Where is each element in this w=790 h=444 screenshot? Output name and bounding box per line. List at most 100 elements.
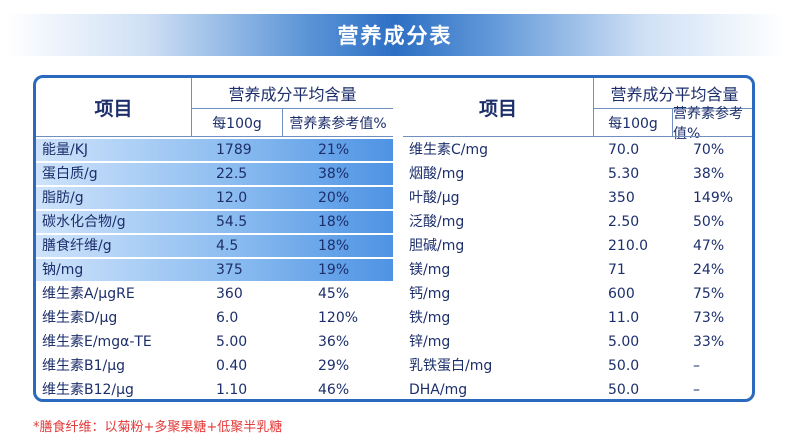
table-row: 蛋白质/g 22.5 38% [36,162,393,186]
row-name-cell: 维生素B1/μg [42,358,126,374]
row-nrv-cell: – [693,358,700,374]
row-name-cell: 钠/mg [42,262,84,278]
table-header-left: 项目 营养成分平均含量 每100g 营养素参考值% [36,78,393,137]
header-nrv-label: 营养素参考值% [673,105,743,142]
row-nrv-cell: 20% [318,190,350,206]
row-nrv-cell: 38% [318,166,350,182]
row-nrv-cell: 70% [693,142,725,158]
row-name-cell: 乳铁蛋白/mg [409,358,493,374]
row-per100-cell: 600 [608,286,635,302]
row-nrv-cell: 120% [318,310,359,326]
nutrition-table: 项目 营养成分平均含量 每100g 营养素参考值% 能量/KJ 1789 21% 蛋白… [33,75,755,402]
row-name-cell: 叶酸/μg [409,190,460,206]
table-row: 膳食纤维/g 4.5 18% [36,234,393,258]
row-per100-cell: 0.40 [216,358,248,374]
row-per100-cell: 2.50 [608,214,640,230]
table-row: 泛酸/mg 2.50 50% [403,210,752,234]
table-row: 叶酸/μg 350 149% [403,186,752,210]
row-name-cell: 脂肪/g [42,190,84,206]
row-nrv-cell: 19% [318,262,350,278]
row-per100-cell: 50.0 [608,382,640,398]
header-per100-label: 每100g [608,115,658,132]
table-row: 铁/mg 11.0 73% [403,306,752,330]
row-highlight-band [36,139,393,161]
row-nrv-cell: 75% [693,286,725,302]
row-per100-cell: 6.0 [216,310,239,326]
table-row: 烟酸/mg 5.30 38% [403,162,752,186]
row-name-cell: 蛋白质/g [42,166,98,182]
row-name-cell: 维生素E/mgα-TE [42,334,152,350]
header-divider [593,78,594,136]
table-left-half: 项目 营养成分平均含量 每100g 营养素参考值% 能量/KJ 1789 21% 蛋白… [36,78,393,398]
row-per100-cell: 12.0 [216,190,248,206]
row-nrv-cell: 18% [318,214,350,230]
row-per100-cell: 5.00 [608,334,640,350]
table-row: 乳铁蛋白/mg 50.0 – [403,354,752,378]
table-row: 钠/mg 375 19% [36,258,393,282]
row-per100-cell: 350 [608,190,635,206]
table-row: 胆碱/mg 210.0 47% [403,234,752,258]
header-item-label: 项目 [94,97,133,120]
row-name-cell: 铁/mg [409,310,451,326]
row-nrv-cell: 38% [693,166,725,182]
row-name-cell: 胆碱/mg [409,238,465,254]
row-per100-cell: 1789 [216,142,252,158]
header-rule [36,136,393,137]
header-per100-label: 每100g [212,115,262,132]
row-nrv-cell: 18% [318,238,350,254]
row-per100-cell: 22.5 [216,166,248,182]
page-title: 营养成分表 [337,24,453,48]
table-row: 维生素B12/μg 1.10 46% [36,378,393,399]
table-row: 锌/mg 5.00 33% [403,330,752,354]
header-item-label: 项目 [478,97,517,120]
row-nrv-cell: 29% [318,358,350,374]
row-name-cell: 镁/mg [409,262,451,278]
table-body-left: 能量/KJ 1789 21% 蛋白质/g 22.5 38% 脂肪/g 12.0 20% 碳水化合物… [36,138,393,399]
row-per100-cell: 71 [608,262,626,278]
row-per100-cell: 50.0 [608,358,640,374]
title-banner: 营养成分表 [6,14,784,56]
header-rule [403,136,752,137]
table-row: 维生素A/μgRE 360 45% [36,282,393,306]
header-divider [672,109,673,136]
row-highlight-band [36,259,393,281]
row-name-cell: 维生素D/μg [42,310,118,326]
header-divider [191,78,192,136]
table-row: 维生素B1/μg 0.40 29% [36,354,393,378]
table-row: 脂肪/g 12.0 20% [36,186,393,210]
row-nrv-cell: 47% [693,238,725,254]
fiber-footnote: *膳食纤维：以菊粉+多聚果糖+低聚半乳糖 [33,420,283,435]
table-row: 维生素C/mg 70.0 70% [403,138,752,162]
row-nrv-cell: 45% [318,286,350,302]
row-name-cell: 维生素A/μgRE [42,286,135,302]
table-body-right: 维生素C/mg 70.0 70% 烟酸/mg 5.30 38% 叶酸/μg 350 149% 泛酸… [403,138,752,399]
table-row: DHA/mg 50.0 – [403,378,752,399]
row-name-cell: 烟酸/mg [409,166,465,182]
row-name-cell: 维生素C/mg [409,142,489,158]
row-name-cell: 能量/KJ [42,142,89,158]
table-row: 维生素D/μg 6.0 120% [36,306,393,330]
row-per100-cell: 210.0 [608,238,649,254]
header-divider [282,109,283,136]
table-row: 钙/mg 600 75% [403,282,752,306]
row-nrv-cell: 21% [318,142,350,158]
table-row: 维生素E/mgα-TE 5.00 36% [36,330,393,354]
row-per100-cell: 70.0 [608,142,640,158]
header-group-label: 营养成分平均含量 [192,78,393,109]
row-highlight-band [36,235,393,257]
row-name-cell: 膳食纤维/g [42,238,112,254]
row-nrv-cell: 73% [693,310,725,326]
row-per100-cell: 54.5 [216,214,248,230]
table-row: 镁/mg 71 24% [403,258,752,282]
row-nrv-cell: 36% [318,334,350,350]
row-per100-cell: 5.00 [216,334,248,350]
row-name-cell: 泛酸/mg [409,214,465,230]
row-name-cell: 碳水化合物/g [42,214,126,230]
row-per100-cell: 11.0 [608,310,640,326]
row-nrv-cell: 24% [693,262,725,278]
row-per100-cell: 375 [216,262,243,278]
row-name-cell: 维生素B12/μg [42,382,134,398]
row-nrv-cell: 46% [318,382,350,398]
row-highlight-band [36,163,393,185]
row-nrv-cell: 33% [693,334,725,350]
